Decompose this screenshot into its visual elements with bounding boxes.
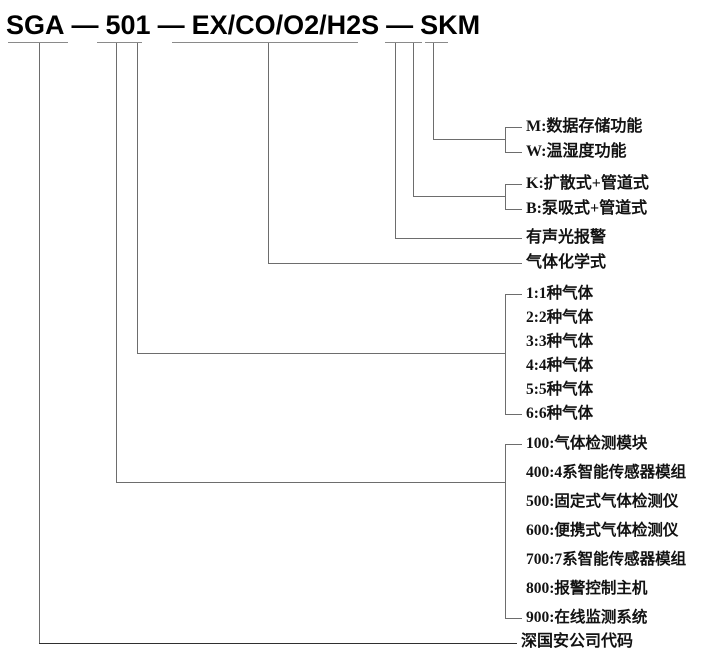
- code-dash-1: —: [71, 10, 99, 40]
- label-product-series-400: 400:4系智能传感器模组: [526, 464, 687, 481]
- bracket-tip-m: [505, 127, 522, 128]
- code-segment-sga: SGA: [6, 10, 65, 40]
- bracket-stem-storage-function: [505, 127, 506, 152]
- bracket-tip-w: [505, 152, 522, 153]
- bracket-tip-product-series-bottom: [505, 618, 522, 619]
- connector-company-code: [39, 643, 517, 644]
- label-gas-count-3: 3:3种气体: [526, 333, 594, 350]
- code-dash-2: —: [157, 10, 185, 40]
- drop-line-alarm-type: [395, 43, 396, 238]
- model-code-header: SGA — 501 — EX/CO/O2/H2S — SK M: [6, 6, 480, 40]
- code-segment-501: 501: [105, 10, 151, 40]
- bracket-tip-k: [505, 184, 522, 185]
- bracket-tip-b: [505, 209, 522, 210]
- label-gas-count-1: 1:1种气体: [526, 285, 594, 302]
- drop-line-company-code: [39, 43, 40, 643]
- label-sampling-mode-b: B:泵吸式+管道式: [526, 200, 648, 217]
- connector-product-series: [116, 482, 505, 483]
- label-storage-function-w: W:温湿度功能: [526, 143, 627, 160]
- code-dash-3: —: [386, 10, 414, 40]
- drop-line-gas-formula: [268, 43, 269, 263]
- underline-501: [97, 42, 142, 43]
- bracket-stem-gas-count: [505, 294, 506, 414]
- label-product-series-700: 700:7系智能传感器模组: [526, 551, 687, 568]
- drop-line-product-series: [116, 43, 117, 482]
- label-alarm-type: 有声光报警: [526, 229, 607, 246]
- label-gas-count-6: 6:6种气体: [526, 405, 594, 422]
- label-storage-function-m: M:数据存储功能: [526, 118, 643, 135]
- label-gas-count-5: 5:5种气体: [526, 381, 594, 398]
- label-product-series-800: 800:报警控制主机: [526, 580, 648, 597]
- connector-sampling-mode: [413, 196, 505, 197]
- code-segment-gases: EX/CO/O2/H2S: [191, 10, 380, 40]
- label-product-series-500: 500:固定式气体检测仪: [526, 493, 679, 510]
- underline-sga: [8, 42, 68, 43]
- connector-storage-function: [433, 139, 505, 140]
- bracket-stem-sampling-mode: [505, 184, 506, 209]
- bracket-tip-gas-count-top: [505, 294, 522, 295]
- label-gas-count-2: 2:2种气体: [526, 309, 594, 326]
- connector-gas-count: [137, 353, 505, 354]
- connector-alarm-type: [395, 238, 522, 239]
- label-sampling-mode-k: K:扩散式+管道式: [526, 175, 649, 192]
- underline-gases: [172, 42, 358, 43]
- bracket-tip-gas-count-bottom: [505, 414, 522, 415]
- code-segment-m: M: [457, 10, 481, 40]
- label-product-series-600: 600:便携式气体检测仪: [526, 522, 679, 539]
- label-company-code: 深国安公司代码: [521, 633, 634, 650]
- bracket-stem-product-series: [505, 444, 506, 618]
- underline-sk: [385, 42, 422, 43]
- drop-line-gas-count: [137, 43, 138, 353]
- bracket-tip-product-series-top: [505, 444, 522, 445]
- label-gas-formula: 气体化学式: [526, 254, 607, 271]
- code-segment-sk: SK: [420, 10, 458, 40]
- drop-line-sampling-mode: [413, 43, 414, 197]
- underline-m: [425, 42, 448, 43]
- label-product-series-900: 900:在线监测系统: [526, 609, 648, 626]
- connector-gas-formula: [268, 263, 522, 264]
- drop-line-storage-function: [433, 43, 434, 140]
- label-gas-count-4: 4:4种气体: [526, 357, 594, 374]
- label-product-series-100: 100:气体检测模块: [526, 435, 648, 452]
